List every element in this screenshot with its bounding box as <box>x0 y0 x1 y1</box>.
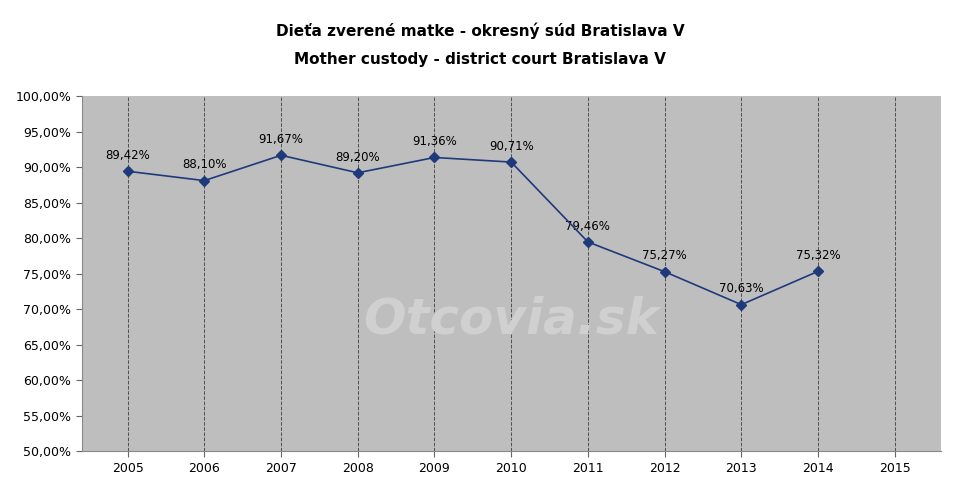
Text: 79,46%: 79,46% <box>565 220 611 233</box>
Text: 88,10%: 88,10% <box>182 158 227 172</box>
Text: Mother custody - district court Bratislava V: Mother custody - district court Bratisla… <box>294 52 666 67</box>
Text: 75,27%: 75,27% <box>642 249 687 262</box>
Text: 89,20%: 89,20% <box>335 150 380 164</box>
Text: 90,71%: 90,71% <box>489 140 534 153</box>
Text: 75,32%: 75,32% <box>796 249 840 262</box>
Text: 89,42%: 89,42% <box>106 149 150 162</box>
Text: 91,67%: 91,67% <box>258 133 303 146</box>
Text: 70,63%: 70,63% <box>719 282 763 295</box>
Text: Dieťa zverené matke - okresný súd Bratislava V: Dieťa zverené matke - okresný súd Bratis… <box>276 22 684 38</box>
Text: Otcovia.sk: Otcovia.sk <box>363 296 660 344</box>
Text: 91,36%: 91,36% <box>412 135 457 148</box>
